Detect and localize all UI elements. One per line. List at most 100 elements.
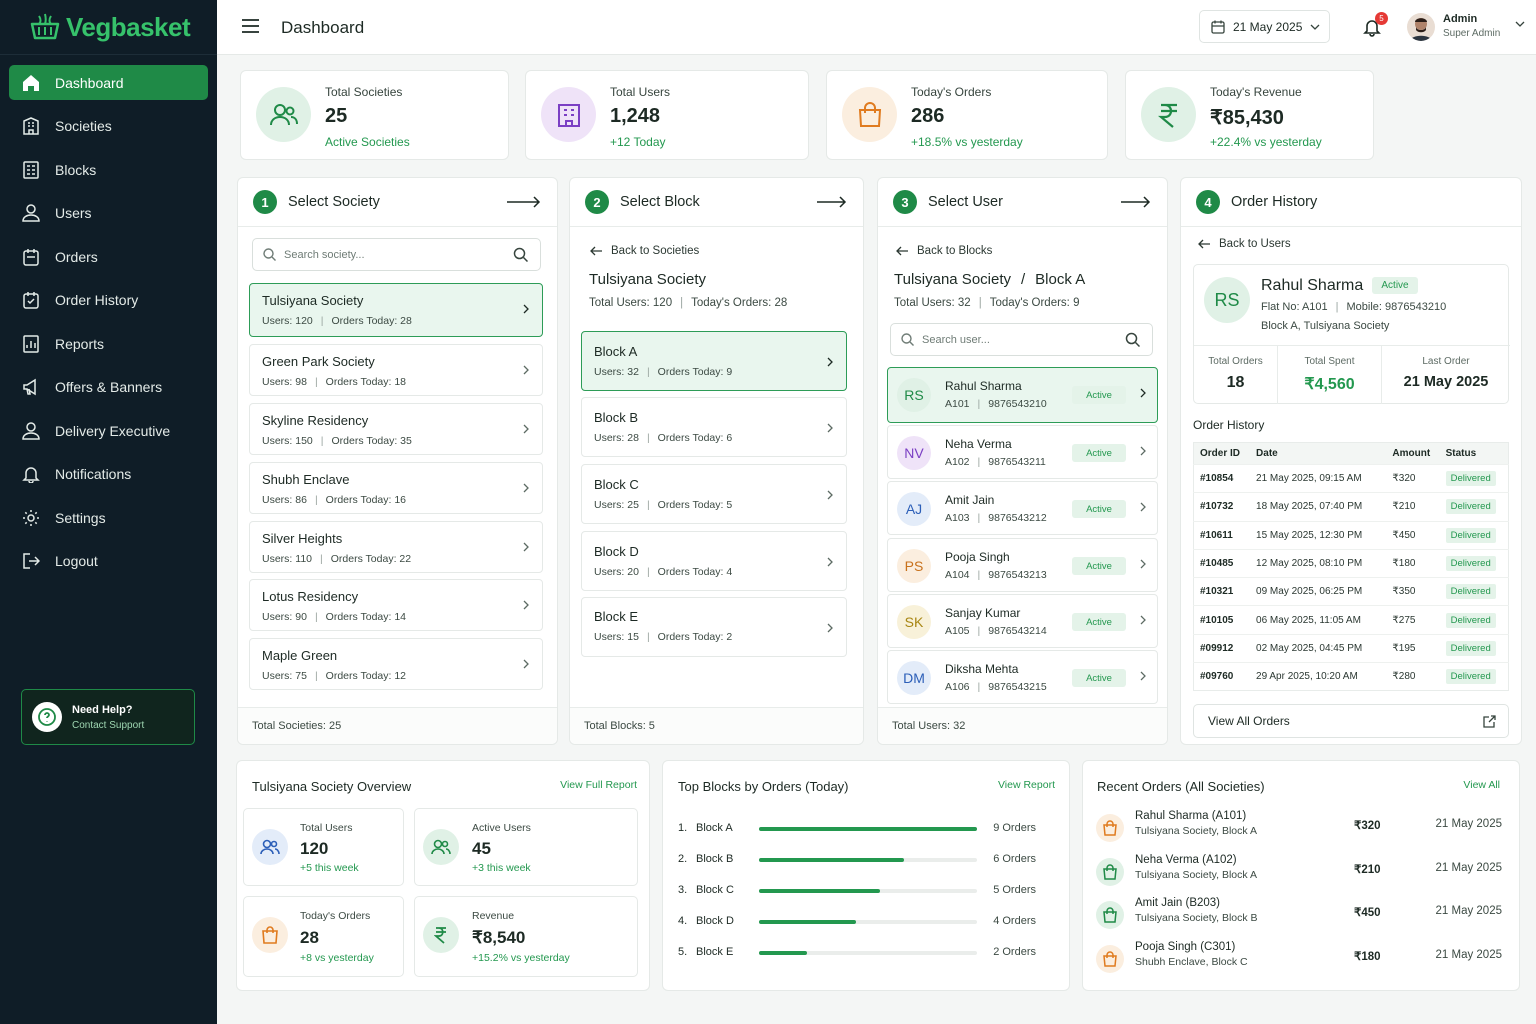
sidebar-item-users[interactable]: Users — [9, 196, 208, 231]
sidebar-item-blocks[interactable]: Blocks — [9, 152, 208, 187]
chevron-right-icon — [1140, 615, 1146, 625]
users-icon — [423, 829, 459, 865]
sidebar-item-order-history[interactable]: Order History — [9, 283, 208, 318]
bag-icon — [1096, 814, 1124, 842]
top-block-row: 3. Block C 5 Orders — [678, 881, 1036, 901]
society-item[interactable]: Shubh Enclave Users: 86 | Orders Today: 16 — [249, 462, 543, 514]
sidebar-item-orders[interactable]: Orders — [9, 239, 208, 274]
sidebar-item-label: Dashboard — [55, 74, 124, 91]
overview-active-users[interactable]: Active Users 45 +3 this week — [414, 808, 638, 886]
recent-order-row[interactable]: Amit Jain (B203) Tulsiyana Society, Block… — [1096, 894, 1502, 938]
stat-card-todays-orders[interactable]: Today's Orders 286 +18.5% vs yesterday — [826, 70, 1108, 160]
order-history-table: Order ID Date Amount Status #10854 21 May… — [1193, 442, 1509, 692]
user-item[interactable]: NV Neha Verma A102 | 9876543211 Active — [887, 425, 1158, 479]
column-header: Order ID — [1193, 442, 1251, 465]
chevron-down-icon[interactable] — [1515, 21, 1525, 27]
block-item[interactable]: Block D Users: 20 | Orders Today: 4 — [581, 531, 847, 591]
stat-card-total-users[interactable]: Total Users 1,248 +12 Today — [525, 70, 809, 160]
sidebar-item-societies[interactable]: Societies — [9, 109, 208, 144]
table-row[interactable]: #10485 12 May 2025, 08:10 PM ₹180 Delivered — [1193, 548, 1509, 578]
society-search-input[interactable]: Search society... — [252, 238, 541, 271]
sidebar-item-reports[interactable]: Reports — [9, 326, 208, 361]
society-item[interactable]: Green Park Society Users: 98 | Orders Toda… — [249, 344, 543, 396]
back-to-blocks-link[interactable]: Back to Blocks — [896, 245, 992, 257]
back-to-societies-link[interactable]: Back to Societies — [590, 245, 699, 257]
menu-icon[interactable] — [242, 19, 259, 33]
sidebar-item-label: Blocks — [55, 161, 97, 178]
last-order-stat: Last Order 21 May 2025 — [1403, 356, 1489, 390]
table-row[interactable]: #10611 15 May 2025, 12:30 PM ₹450 Delivered — [1193, 520, 1509, 550]
society-item[interactable]: Maple Green Users: 75 | Orders Today: 12 — [249, 638, 543, 690]
back-to-users-link[interactable]: Back to Users — [1198, 238, 1291, 250]
chevron-down-icon — [1310, 24, 1320, 30]
user-item[interactable]: RS Rahul Sharma A101 | 9876543210 Active — [887, 367, 1158, 423]
user-item[interactable]: AJ Amit Jain A103 | 9876543212 Active — [887, 481, 1158, 535]
bag-icon — [1096, 857, 1124, 886]
sidebar-item-logout[interactable]: Logout — [9, 544, 208, 579]
sidebar-item-offers[interactable]: Offers & Banners — [9, 370, 208, 405]
search-icon[interactable] — [1125, 332, 1140, 347]
table-row[interactable]: #10105 06 May 2025, 11:05 AM ₹275 Delivered — [1193, 605, 1509, 635]
view-all-link[interactable]: View All — [1463, 779, 1500, 791]
block-item[interactable]: Block C Users: 25 | Orders Today: 5 — [581, 464, 847, 524]
recent-order-row[interactable]: Pooja Singh (C301) Shubh Enclave, Block C… — [1096, 938, 1502, 982]
contact-support-link[interactable]: Contact Support — [72, 719, 145, 731]
view-full-report-link[interactable]: View Full Report — [560, 779, 637, 791]
view-report-link[interactable]: View Report — [997, 779, 1055, 791]
society-item[interactable]: Skyline Residency Users: 150 | Orders Toda… — [249, 403, 543, 455]
bar-fill — [759, 951, 808, 955]
arrow-right-icon — [507, 196, 541, 208]
help-card[interactable]: Need Help? Contact Support — [21, 689, 195, 745]
total-spent-stat: Total Spent ₹4,560 — [1278, 346, 1382, 404]
order-date: 15 May 2025, 12:30 PM — [1250, 520, 1387, 550]
notification-bell-icon[interactable] — [1363, 17, 1381, 37]
stat-card-todays-revenue[interactable]: Today's Revenue ₹85,430 +22.4% vs yester… — [1125, 70, 1374, 160]
search-icon[interactable] — [513, 247, 528, 262]
overview-revenue[interactable]: Revenue ₹8,540 +15.2% vs yesterday — [414, 896, 638, 977]
basket-icon — [30, 13, 60, 41]
block-item[interactable]: Block B Users: 28 | Orders Today: 6 — [581, 397, 847, 457]
orders-icon — [21, 247, 41, 267]
admin-avatar[interactable] — [1407, 13, 1435, 41]
arrow-left-icon — [896, 246, 909, 256]
view-all-orders-button[interactable]: View All Orders — [1193, 704, 1509, 738]
section-title: Top Blocks by Orders (Today) — [678, 779, 849, 794]
sidebar-item-settings[interactable]: Settings — [9, 500, 208, 535]
table-row[interactable]: #09912 02 May 2025, 04:45 PM ₹195 Delivered — [1193, 633, 1509, 663]
brand-logo[interactable]: Vegbasket — [0, 0, 217, 55]
chevron-right-icon — [523, 600, 529, 610]
table-row[interactable]: #09760 29 Apr 2025, 10:20 AM ₹280 Delivered — [1193, 662, 1509, 691]
overview-todays-orders[interactable]: Today's Orders 28 +8 vs yesterday — [243, 896, 404, 977]
recent-order-row[interactable]: Neha Verma (A102) Tulsiyana Society, Bloc… — [1096, 851, 1502, 895]
chevron-right-icon — [523, 424, 529, 434]
table-row[interactable]: #10854 21 May 2025, 09:15 AM ₹320 Delivered — [1193, 463, 1509, 493]
date-picker[interactable]: 21 May 2025 — [1199, 10, 1330, 43]
society-item[interactable]: Silver Heights Users: 110 | Orders Today: … — [249, 521, 543, 573]
society-item[interactable]: Lotus Residency Users: 90 | Orders Today: … — [249, 579, 543, 631]
block-item[interactable]: Block E Users: 15 | Orders Today: 2 — [581, 597, 847, 657]
sidebar-item-delivery-executive[interactable]: Delivery Executive — [9, 413, 208, 448]
block-meta: Users: 25 | Orders Today: 5 — [594, 499, 733, 511]
chevron-right-icon — [1140, 446, 1146, 456]
user-search-input[interactable]: Search user... — [890, 323, 1153, 356]
block-item[interactable]: Block A Users: 32 | Orders Today: 9 — [581, 331, 847, 391]
step-number: 3 — [893, 190, 917, 214]
sidebar-item-notifications[interactable]: Notifications — [9, 457, 208, 492]
stat-card-total-societies[interactable]: Total Societies 25 Active Societies — [240, 70, 509, 160]
user-item[interactable]: SK Sanjay Kumar A105 | 9876543214 Active — [887, 594, 1158, 648]
sidebar-item-label: Societies — [55, 118, 112, 134]
society-item[interactable]: Tulsiyana Society Users: 120 | Orders Toda… — [249, 283, 543, 337]
overview-total-users[interactable]: Total Users 120 +5 this week — [243, 808, 404, 886]
block-name: Block A — [696, 822, 733, 834]
recent-order-row[interactable]: Rahul Sharma (A101) Tulsiyana Society, Bl… — [1096, 807, 1502, 851]
support-icon — [32, 702, 62, 732]
stat-label: Today's Revenue — [1210, 85, 1302, 99]
table-row[interactable]: #10732 18 May 2025, 07:40 PM ₹210 Delivered — [1193, 492, 1509, 522]
user-item[interactable]: PS Pooja Singh A104 | 9876543213 Active — [887, 538, 1158, 592]
block-title: Tulsiyana Society / Block A — [894, 271, 1086, 288]
sidebar-item-dashboard[interactable]: Dashboard — [9, 65, 208, 100]
user-item[interactable]: DM Diksha Mehta A106 | 9876543215 Active — [887, 650, 1158, 704]
avatar: AJ — [897, 492, 931, 526]
table-row[interactable]: #10321 09 May 2025, 06:25 PM ₹350 Delivered — [1193, 577, 1509, 606]
block-name: Block E — [594, 609, 639, 624]
